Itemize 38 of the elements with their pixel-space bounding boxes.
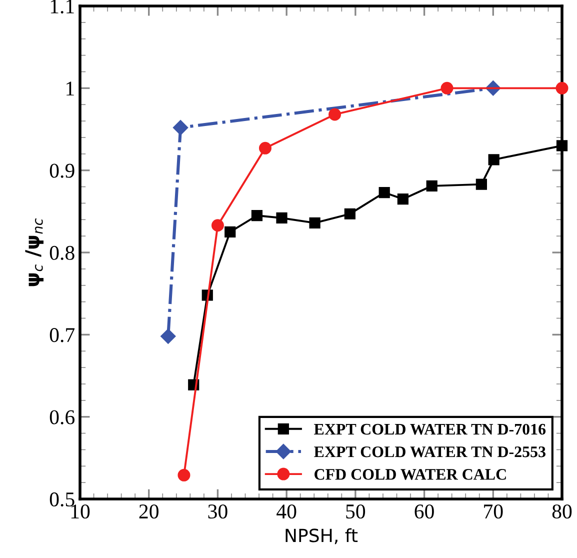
point <box>397 194 408 205</box>
y-tick-label: 0.8 <box>50 246 74 260</box>
point <box>276 212 288 224</box>
point <box>426 180 438 192</box>
x-tick-label: 30 <box>208 504 228 519</box>
x-tick-label: 20 <box>139 504 158 519</box>
point <box>328 108 342 121</box>
point <box>160 328 176 344</box>
point <box>211 219 224 232</box>
legend-label: EXPT COLD WATER TN D-2553 <box>314 446 546 458</box>
x-axis-title: NPSH, ft <box>286 528 358 544</box>
point <box>172 120 188 136</box>
legend-label: CFD COLD WATER CALC <box>314 469 506 480</box>
y-tick-label: 0.6 <box>50 410 75 424</box>
point <box>476 178 487 190</box>
y-tick-label: 0.5 <box>50 492 74 507</box>
x-tick-label: 60 <box>414 504 434 519</box>
y-tick-label: 1 <box>66 82 74 96</box>
point <box>378 186 390 198</box>
point <box>309 217 320 228</box>
point <box>556 140 568 152</box>
x-tick-label: 50 <box>346 504 366 519</box>
point <box>488 154 500 166</box>
y-tick-label: 0.7 <box>50 328 75 342</box>
legend-label: EXPT COLD WATER TN D-7016 <box>314 424 546 435</box>
point <box>258 142 272 154</box>
x-tick-label: 40 <box>276 504 296 519</box>
point <box>344 208 356 220</box>
point <box>251 210 263 222</box>
point <box>178 468 190 482</box>
y-axis-title: ψ$_{c}$ /ψ$_{nc}$ <box>25 218 44 286</box>
x-tick-label: 70 <box>484 504 503 519</box>
point <box>556 82 568 94</box>
point <box>440 82 454 94</box>
point <box>224 226 236 238</box>
x-tick-label: 10 <box>71 504 90 519</box>
x-tick-label: 80 <box>552 504 572 519</box>
y-tick-label: 0.9 <box>50 164 74 178</box>
